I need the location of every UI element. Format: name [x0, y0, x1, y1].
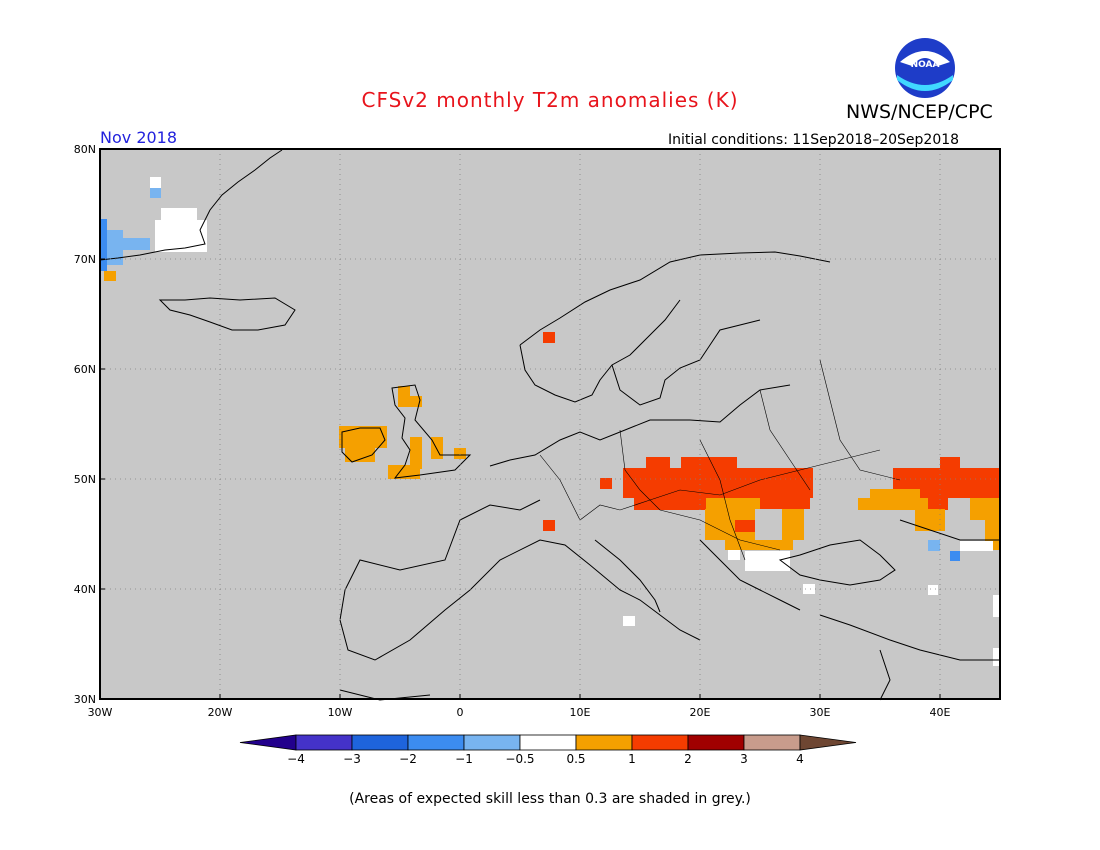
longitude-tick-label: 20W: [208, 706, 233, 719]
anomaly-cell: [745, 551, 790, 571]
longitude-tick-label: 0: [457, 706, 464, 719]
longitude-ticks: 30W 20W 10W 0 10E 20E 30E 40E: [88, 694, 951, 719]
colorbar-tick-label: −3: [343, 752, 361, 766]
anomaly-cell: [431, 437, 443, 459]
colorbar-tick-label: 2: [684, 752, 692, 766]
colorbar-tick-label: 1: [628, 752, 636, 766]
anomaly-cell: [150, 188, 161, 198]
longitude-tick-label: 30E: [810, 706, 831, 719]
latitude-tick-label: 70N: [74, 253, 96, 266]
longitude-tick-label: 40E: [930, 706, 951, 719]
colorbar-tick-label: −1: [455, 752, 473, 766]
gridlines: [100, 149, 1000, 699]
colorbar-tick-label: 0.5: [566, 752, 585, 766]
anomaly-cell: [100, 219, 107, 271]
longitude-tick-label: 20E: [690, 706, 711, 719]
colorbar-swatch: [463, 734, 521, 751]
anomaly-cell: [410, 437, 422, 469]
anomaly-cell: [970, 498, 999, 520]
anomaly-cell: [915, 509, 945, 531]
country-borders: [539, 359, 901, 561]
colorbar: −4 −3 −2 −1 −0.5 0.5 1 2 3 4: [239, 734, 857, 766]
colorbar-tick-label: 3: [740, 752, 748, 766]
anomaly-cell: [760, 509, 782, 540]
anomaly-cell: [706, 498, 760, 509]
initial-conditions-label: Initial conditions: 11Sep2018–20Sep2018: [668, 132, 960, 148]
anomaly-cell: [634, 498, 706, 510]
colorbar-tick-label: −4: [287, 752, 305, 766]
anomaly-cell: [928, 585, 938, 595]
longitude-tick-label: 10W: [328, 706, 353, 719]
noaa-logo: NOAA: [895, 38, 955, 98]
anomaly-cell: [858, 498, 928, 510]
anomaly-cell: [454, 448, 466, 459]
colorbar-swatch: [295, 734, 353, 751]
anomaly-cell: [623, 468, 813, 498]
longitude-tick-label: 30W: [88, 706, 113, 719]
anomaly-cell: [735, 520, 755, 532]
colorbar-swatch: [687, 734, 745, 751]
anomaly-cell: [728, 550, 740, 560]
anomaly-cell: [123, 238, 150, 250]
anomaly-cell: [150, 177, 161, 188]
anomaly-cell: [161, 208, 197, 220]
anomaly-cell: [339, 426, 387, 448]
anomaly-cell: [928, 498, 948, 510]
latitude-tick-label: 80N: [74, 143, 96, 156]
colorbar-tick-label: 4: [796, 752, 804, 766]
anomaly-cell: [803, 584, 815, 594]
colorbar-swatch: [743, 734, 801, 751]
anomaly-cell: [398, 386, 410, 407]
colorbar-swatch: [631, 734, 689, 751]
colorbar-tick-label: −2: [399, 752, 417, 766]
anomaly-cell: [410, 396, 422, 407]
colorbar-swatch: [407, 734, 465, 751]
colorbar-swatch: [575, 734, 633, 751]
anomaly-cell: [940, 457, 960, 468]
anomaly-cell: [543, 332, 555, 343]
map-background: [100, 149, 1000, 699]
anomaly-cell: [623, 616, 635, 626]
latitude-tick-label: 40N: [74, 583, 96, 596]
colorbar-swatch: [351, 734, 409, 751]
anomaly-cell: [681, 457, 737, 468]
colorbar-low-arrow: [239, 734, 297, 751]
anomaly-cell: [107, 230, 123, 265]
map-frame: [99, 148, 1001, 700]
agency-label: NWS/NCEP/CPC: [846, 101, 993, 123]
anomaly-layer: [100, 177, 1000, 666]
latitude-tick-label: 60N: [74, 363, 96, 376]
colorbar-high-arrow: [799, 734, 857, 751]
anomaly-cell: [104, 271, 116, 281]
colorbar-tick-label: −0.5: [505, 752, 534, 766]
anomaly-cell: [155, 220, 207, 252]
latitude-ticks: 30N 40N 50N 60N 70N 80N: [74, 143, 105, 706]
colorbar-swatch: [519, 734, 577, 751]
latitude-tick-label: 30N: [74, 693, 96, 706]
longitude-tick-label: 10E: [570, 706, 591, 719]
anomaly-cell: [960, 541, 993, 551]
latitude-tick-label: 50N: [74, 473, 96, 486]
chart-title: CFSv2 monthly T2m anomalies (K): [361, 88, 739, 112]
skill-footnote: (Areas of expected skill less than 0.3 a…: [349, 791, 751, 807]
anomaly-cell: [543, 520, 555, 531]
forecast-month-label: Nov 2018: [100, 128, 178, 147]
anomaly-cell: [646, 457, 670, 468]
anomaly-cell: [782, 509, 804, 540]
anomaly-cell: [950, 551, 960, 561]
anomaly-cell: [928, 540, 940, 551]
anomaly-cell: [600, 478, 612, 489]
anomaly-cell: [993, 648, 1000, 666]
anomaly-cell: [993, 595, 1000, 617]
coastlines: [99, 149, 1000, 701]
anomaly-cell: [870, 489, 920, 499]
anomaly-cell: [345, 448, 375, 462]
noaa-logo-text: NOAA: [911, 60, 940, 70]
anomaly-cell: [760, 498, 810, 509]
